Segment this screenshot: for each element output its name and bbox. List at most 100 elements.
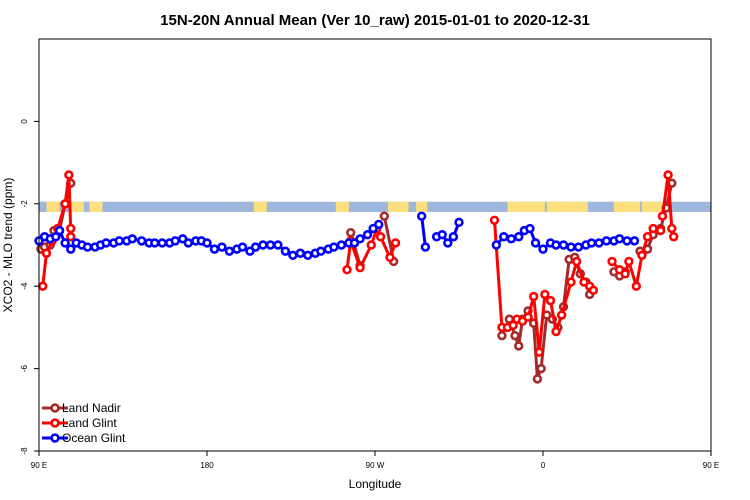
land-glint-point xyxy=(540,289,550,300)
x-tick-label: 90 E xyxy=(31,461,47,470)
ocean-glint-point xyxy=(514,232,524,242)
ocean-glint-point xyxy=(127,234,138,244)
ocean-glint-point xyxy=(303,250,313,261)
legend-item: Land Nadir xyxy=(42,401,121,415)
ocean-glint-point xyxy=(54,225,65,236)
ocean-glint-point xyxy=(316,246,326,256)
land-glint-point xyxy=(668,232,679,242)
land-glint-point xyxy=(551,326,561,337)
land-nadir-point xyxy=(379,211,390,221)
ocean-glint-point xyxy=(551,240,561,250)
land-band-segment xyxy=(388,201,409,213)
legend-marker xyxy=(50,433,60,443)
land-glint-point xyxy=(66,223,76,234)
land-glint-point xyxy=(385,252,395,263)
ocean-glint-point xyxy=(525,223,535,234)
series-layer xyxy=(34,170,679,384)
land-glint-point xyxy=(545,295,556,306)
ocean-glint-point xyxy=(170,236,180,246)
x-tick-label: 0 xyxy=(541,461,546,470)
ocean-glint-point xyxy=(60,238,70,248)
land-glint-point xyxy=(489,215,500,225)
land-glint-point xyxy=(667,223,677,234)
ocean-glint-point xyxy=(336,240,347,250)
ocean-glint-point xyxy=(443,238,453,248)
land-glint-point xyxy=(60,199,70,209)
land-glint-point xyxy=(571,256,582,267)
ocean-glint-point xyxy=(224,246,235,256)
ocean-glint-point xyxy=(355,234,365,244)
land-glint-point xyxy=(556,310,567,320)
ocean-glint-point xyxy=(448,232,459,242)
ocean-glint-point xyxy=(558,240,569,250)
ocean-glint-point xyxy=(506,234,516,244)
ocean-glint-point xyxy=(491,240,502,250)
land-nadir-point xyxy=(510,330,520,341)
y-axis-label: XCO2 - MLO trend (ppm) xyxy=(1,178,15,313)
ocean-glint-point xyxy=(614,234,625,244)
ocean-glint-point xyxy=(573,242,584,252)
land-nadir-point xyxy=(536,363,546,374)
land-band-segment xyxy=(641,201,670,213)
x-tick-label: 180 xyxy=(200,461,214,470)
land-glint-point xyxy=(66,232,76,242)
legend-item: Land Glint xyxy=(42,416,117,430)
x-axis-ticks: 90 E 180 90 W 0 90 E xyxy=(31,451,719,470)
ocean-glint-point xyxy=(530,238,541,248)
ocean-glint-point xyxy=(362,230,373,240)
legend-item: Ocean Glint xyxy=(42,431,126,445)
land-glint-point xyxy=(523,312,533,322)
y-tick-label: -2 xyxy=(20,200,29,208)
land-glint-point xyxy=(342,265,352,275)
land-band-segment xyxy=(335,201,349,213)
ocean-glint-point xyxy=(374,219,384,230)
land-glint-point xyxy=(534,347,544,357)
land-glint-point xyxy=(607,256,617,267)
ocean-glint-point xyxy=(209,244,220,254)
ocean-glint-point xyxy=(601,236,612,246)
ocean-glint-point xyxy=(499,232,509,242)
ocean-glint-line xyxy=(420,216,427,248)
land-band-segment xyxy=(507,201,545,213)
ocean-glint-point xyxy=(66,244,76,254)
ocean-glint-point xyxy=(538,244,548,254)
ocean-glint-point xyxy=(150,238,160,248)
land-glint-point xyxy=(38,281,48,291)
chart-title: 15N-20N Annual Mean (Ver 10_raw) 2015-01… xyxy=(160,12,590,29)
legend-label: Land Glint xyxy=(62,416,117,430)
land-glint-point xyxy=(637,250,647,261)
x-tick-label: 90 E xyxy=(703,461,719,470)
land-ocean-band xyxy=(39,201,711,213)
ocean-band xyxy=(39,201,711,213)
ocean-glint-point xyxy=(416,211,427,221)
y-axis-ticks: 0 -2 -4 -6 -8 xyxy=(20,119,39,455)
land-glint-point xyxy=(663,170,673,180)
land-glint-point xyxy=(588,285,599,296)
land-nadir-point xyxy=(514,341,524,351)
land-glint-point xyxy=(366,240,376,250)
land-glint-point xyxy=(566,277,576,287)
ocean-glint-point xyxy=(258,240,268,250)
x-axis-label: Longitude xyxy=(349,477,402,491)
ocean-glint-point xyxy=(114,236,124,246)
land-nadir-point xyxy=(532,374,543,384)
land-band-segment xyxy=(70,201,84,213)
ocean-glint-point xyxy=(280,246,291,256)
land-band-segment xyxy=(613,201,641,213)
land-band-segment xyxy=(416,201,428,213)
ocean-glint-point xyxy=(288,250,298,261)
ocean-glint-point xyxy=(454,217,464,228)
land-glint-point xyxy=(642,232,653,242)
ocean-glint-point xyxy=(273,240,283,250)
ocean-glint-point xyxy=(586,238,597,248)
x-tick-label: 90 W xyxy=(366,461,385,470)
y-tick-label: -4 xyxy=(20,282,29,290)
ocean-glint-point xyxy=(329,242,339,252)
legend-label: Land Nadir xyxy=(62,401,121,415)
y-tick-label: -6 xyxy=(20,364,29,372)
ocean-glint-point xyxy=(101,238,111,248)
ocean-glint-point xyxy=(295,248,306,258)
land-glint-point xyxy=(624,256,634,267)
land-glint-point xyxy=(657,211,668,221)
land-glint-point xyxy=(355,262,365,273)
